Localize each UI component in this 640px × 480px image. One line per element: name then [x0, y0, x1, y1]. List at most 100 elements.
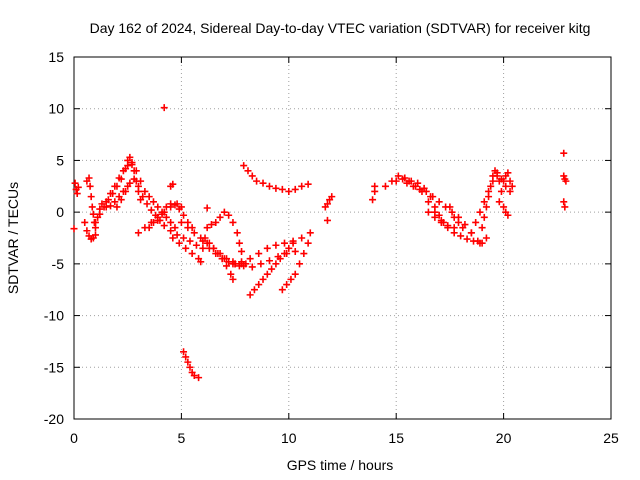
y-tick-label: 15 [48, 49, 64, 65]
data-point [560, 149, 568, 157]
data-point [180, 234, 188, 242]
data-point [240, 262, 248, 270]
data-point [173, 231, 181, 239]
data-point [416, 185, 424, 193]
data-point [480, 213, 488, 221]
data-point [233, 229, 241, 237]
data-point [130, 175, 138, 183]
data-point [371, 182, 379, 190]
data-point [180, 348, 188, 356]
series-s2 [81, 218, 99, 243]
data-point [450, 213, 458, 221]
data-point [212, 218, 220, 226]
data-point [291, 247, 299, 255]
data-point [167, 218, 175, 226]
data-point [281, 250, 289, 258]
data-point [429, 193, 437, 201]
data-point [145, 224, 153, 232]
data-point [467, 229, 475, 237]
data-point [470, 237, 478, 245]
series-s28 [392, 175, 458, 232]
data-point [195, 374, 203, 382]
data-point [167, 227, 175, 235]
data-point [171, 201, 179, 209]
data-point [180, 211, 188, 219]
series-s25 [321, 193, 336, 224]
data-point [154, 203, 162, 211]
series-s1 [70, 179, 82, 233]
data-point [73, 190, 81, 198]
series-s11 [167, 180, 177, 190]
data-point [472, 218, 480, 226]
data-point [169, 180, 177, 188]
data-point [117, 196, 125, 204]
series-s31 [446, 203, 467, 232]
data-point [94, 213, 102, 221]
data-point [328, 193, 336, 201]
data-point [171, 224, 179, 232]
data-point [562, 177, 570, 185]
data-point [188, 250, 196, 258]
data-point [122, 187, 130, 195]
data-point [265, 182, 273, 190]
data-point [508, 182, 516, 190]
series-s7 [113, 175, 168, 230]
series-s10 [160, 104, 168, 112]
data-point [160, 222, 168, 230]
data-point [276, 255, 284, 263]
data-point [257, 260, 265, 268]
data-point [431, 213, 439, 221]
data-point [207, 221, 215, 229]
series-s18 [199, 237, 246, 268]
data-point [246, 255, 254, 263]
data-point [323, 200, 331, 208]
data-point [459, 224, 467, 232]
series-s17 [203, 208, 246, 255]
data-point [111, 182, 119, 190]
data-point [96, 205, 104, 213]
data-point [248, 172, 256, 180]
data-point [154, 216, 162, 224]
data-point [495, 198, 503, 206]
data-point [489, 177, 497, 185]
data-point [259, 275, 267, 283]
y-tick-label: -15 [44, 359, 64, 375]
series-s4 [91, 153, 145, 226]
grid [74, 57, 611, 419]
data-point [71, 179, 79, 187]
data-point [126, 179, 134, 187]
data-point [500, 177, 508, 185]
data-point [145, 193, 153, 201]
data-point [238, 247, 246, 255]
data-point [480, 198, 488, 206]
data-point [98, 200, 106, 208]
data-point [500, 203, 508, 211]
y-axis-label: SDTVAR / TECUs [5, 182, 21, 294]
x-tick-label: 10 [281, 430, 297, 446]
data-point [124, 162, 132, 170]
data-point [278, 286, 286, 294]
data-point [137, 177, 145, 185]
data-point [272, 184, 280, 192]
data-point [506, 177, 514, 185]
data-point [399, 175, 407, 183]
series-s12 [167, 227, 207, 252]
data-point [435, 211, 443, 219]
data-point [285, 187, 293, 195]
data-point [91, 224, 99, 232]
data-point [244, 167, 252, 175]
data-point [115, 174, 123, 182]
data-point [119, 167, 127, 175]
data-point [160, 104, 168, 112]
data-point [560, 198, 568, 206]
data-point [424, 198, 432, 206]
data-point [504, 211, 512, 219]
data-point [229, 275, 237, 283]
data-point [482, 203, 490, 211]
series-s9 [145, 200, 196, 232]
data-point [162, 213, 170, 221]
data-point [497, 187, 505, 195]
data-point [409, 182, 417, 190]
data-point [255, 250, 263, 258]
data-point [149, 218, 157, 226]
